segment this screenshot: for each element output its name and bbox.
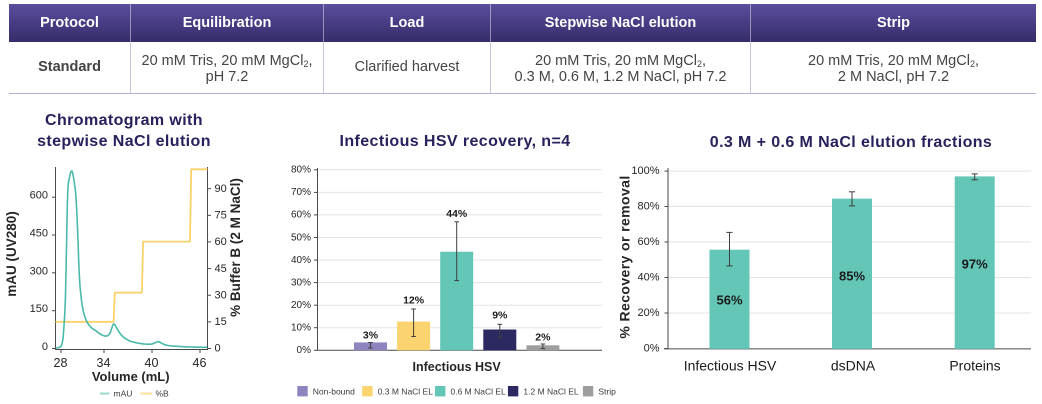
- svg-text:20%: 20%: [637, 307, 659, 319]
- svg-text:45: 45: [215, 263, 227, 275]
- svg-text:97%: 97%: [962, 257, 988, 272]
- svg-text:Proteins: Proteins: [949, 358, 1000, 374]
- svg-text:80%: 80%: [637, 201, 659, 213]
- svg-text:Volume (mL): Volume (mL): [92, 369, 170, 384]
- svg-text:%B: %B: [156, 389, 170, 399]
- svg-text:46: 46: [193, 356, 207, 370]
- svg-text:450: 450: [30, 228, 48, 240]
- svg-text:Non-bound: Non-bound: [313, 387, 355, 397]
- svg-text:60%: 60%: [637, 236, 659, 248]
- svg-text:0.3 M NaCl EL: 0.3 M NaCl EL: [378, 387, 434, 397]
- svg-text:10%: 10%: [291, 323, 311, 334]
- svg-text:50%: 50%: [291, 232, 311, 243]
- svg-text:90: 90: [215, 183, 227, 195]
- svg-text:Infectious HSV: Infectious HSV: [412, 360, 501, 374]
- svg-text:12%: 12%: [403, 295, 425, 307]
- svg-text:0: 0: [42, 341, 48, 353]
- svg-text:30: 30: [215, 289, 227, 301]
- svg-text:70%: 70%: [291, 187, 311, 198]
- svg-text:80%: 80%: [291, 165, 311, 176]
- svg-text:150: 150: [30, 303, 48, 315]
- svg-text:85%: 85%: [839, 268, 865, 283]
- svg-text:30%: 30%: [291, 277, 311, 288]
- svg-text:1.2 M NaCl EL: 1.2 M NaCl EL: [523, 387, 579, 397]
- svg-text:0%: 0%: [644, 343, 660, 355]
- svg-text:3%: 3%: [363, 330, 379, 342]
- svg-text:% Buffer B (2 M NaCl): % Buffer B (2 M NaCl): [228, 178, 243, 317]
- svg-text:% Recovery or removal: % Recovery or removal: [617, 175, 633, 338]
- svg-text:20%: 20%: [291, 300, 311, 311]
- svg-text:Infectious HSV: Infectious HSV: [684, 358, 777, 374]
- svg-text:100%: 100%: [631, 165, 659, 177]
- svg-text:mAU: mAU: [114, 389, 133, 399]
- svg-text:60: 60: [215, 236, 227, 248]
- svg-text:Strip: Strip: [598, 387, 616, 397]
- svg-text:600: 600: [30, 190, 48, 202]
- svg-text:0.6 M NaCl EL: 0.6 M NaCl EL: [451, 387, 507, 397]
- svg-text:9%: 9%: [492, 310, 508, 322]
- svg-text:60%: 60%: [291, 210, 311, 221]
- svg-text:mAU (UV280): mAU (UV280): [4, 211, 19, 297]
- svg-text:dsDNA: dsDNA: [831, 358, 876, 374]
- svg-text:40: 40: [145, 356, 159, 370]
- svg-text:2%: 2%: [535, 331, 551, 343]
- svg-text:28: 28: [54, 356, 68, 370]
- svg-text:0%: 0%: [297, 345, 312, 356]
- svg-text:34: 34: [97, 356, 111, 370]
- svg-text:75: 75: [215, 210, 227, 222]
- svg-text:40%: 40%: [291, 255, 311, 266]
- svg-text:300: 300: [30, 265, 48, 277]
- svg-text:44%: 44%: [446, 208, 468, 220]
- svg-text:0: 0: [215, 343, 221, 355]
- svg-text:15: 15: [215, 316, 227, 328]
- svg-text:56%: 56%: [716, 293, 742, 308]
- svg-text:40%: 40%: [637, 272, 659, 284]
